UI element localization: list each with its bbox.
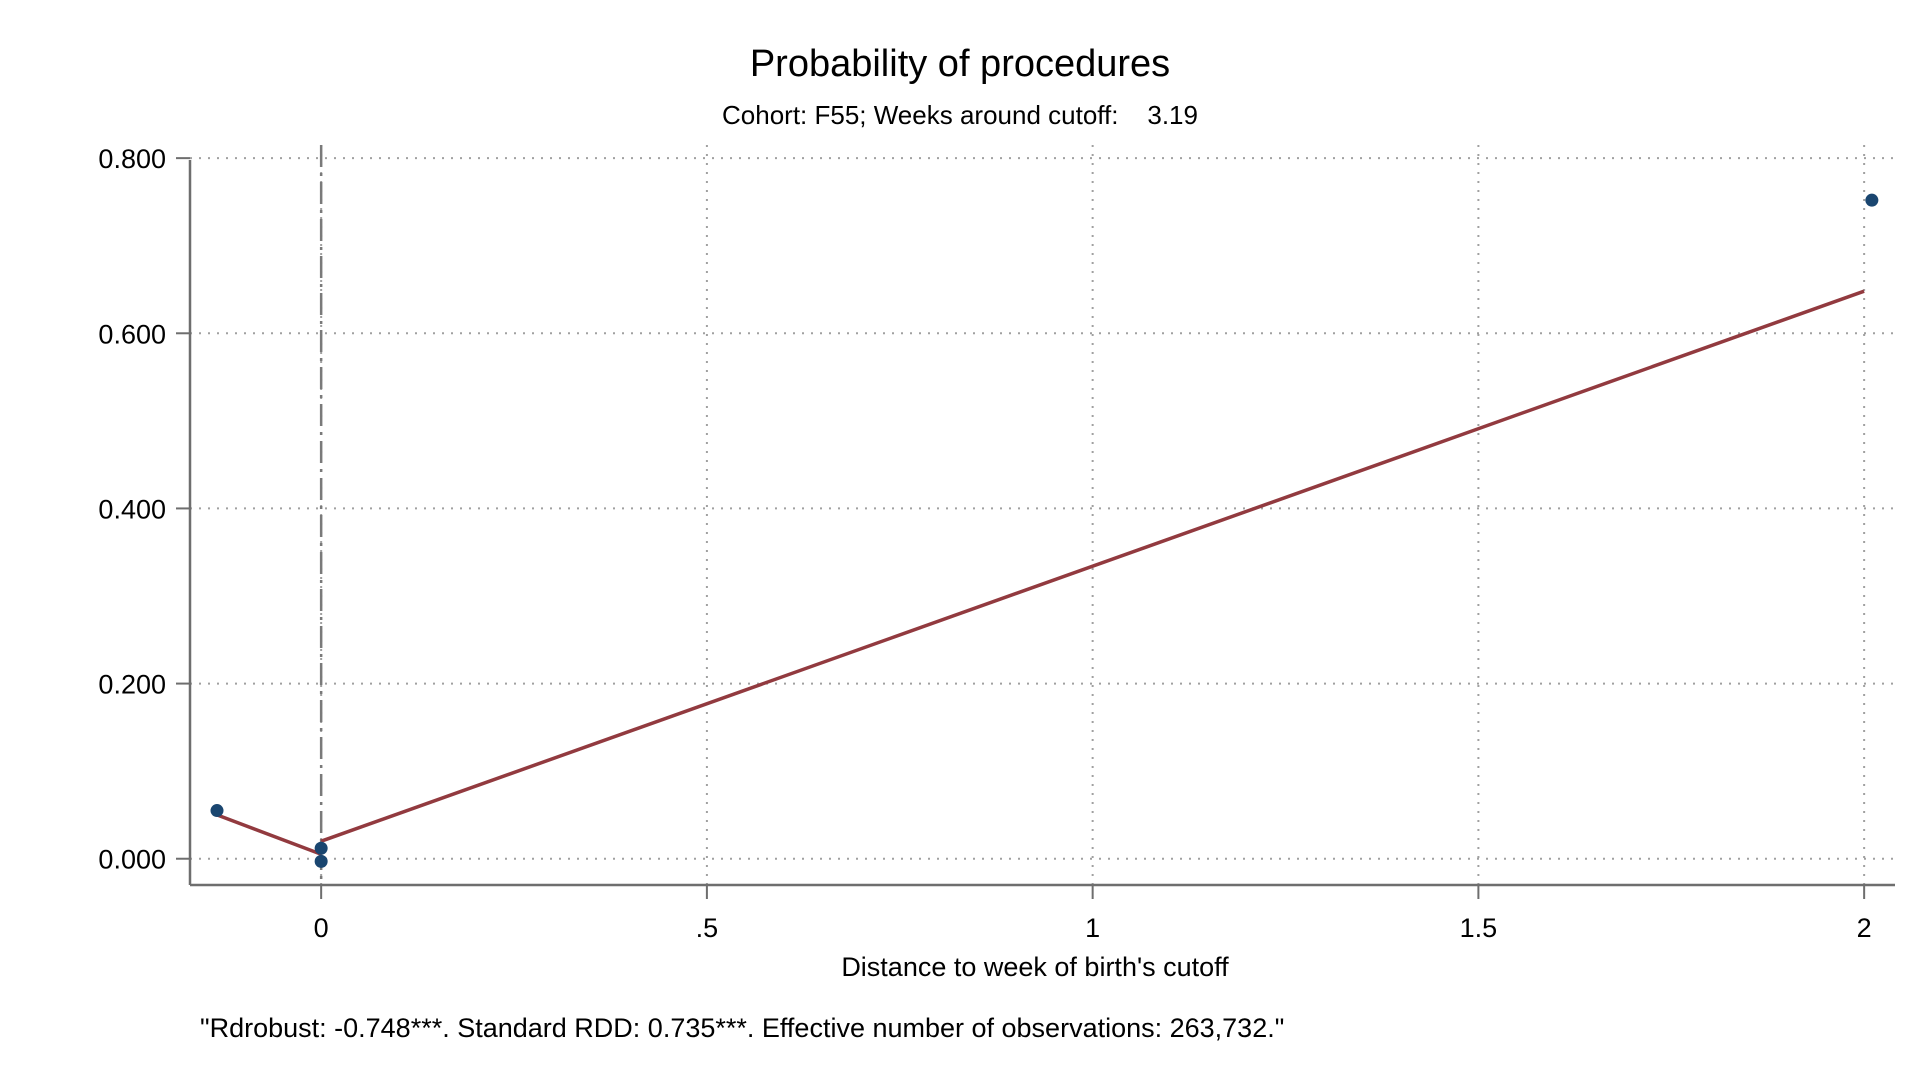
data-point xyxy=(210,804,224,818)
x-tick-label: 0 xyxy=(314,913,329,943)
y-tick-label: 0.000 xyxy=(98,845,166,875)
x-tick-label: 2 xyxy=(1857,913,1872,943)
y-tick-label: 0.600 xyxy=(98,319,166,349)
data-points xyxy=(210,193,1879,868)
x-axis-title: Distance to week of birth's cutoff xyxy=(841,952,1229,982)
data-point xyxy=(1865,193,1879,207)
data-point xyxy=(314,841,328,855)
fit-lines xyxy=(216,289,1865,856)
y-tick-label: 0.400 xyxy=(98,494,166,524)
chart-note: "Rdrobust: -0.748***. Standard RDD: 0.73… xyxy=(200,1013,1284,1043)
y-tick-label: 0.200 xyxy=(98,670,166,700)
x-tick-label: 1.5 xyxy=(1460,913,1498,943)
y-tick-label: 0.800 xyxy=(98,144,166,174)
x-tick-label: 1 xyxy=(1085,913,1100,943)
fit-line xyxy=(216,813,322,856)
fit-line xyxy=(320,289,1865,843)
data-point xyxy=(314,854,328,868)
chart-subtitle: Cohort: F55; Weeks around cutoff: 3.19 xyxy=(722,100,1198,130)
x-tick-label: .5 xyxy=(696,913,719,943)
chart-title: Probability of procedures xyxy=(750,43,1170,85)
axes: 0.000 0.200 0.400 0.600 0.800 0 .5 1 1.5 2 xyxy=(98,144,1895,943)
